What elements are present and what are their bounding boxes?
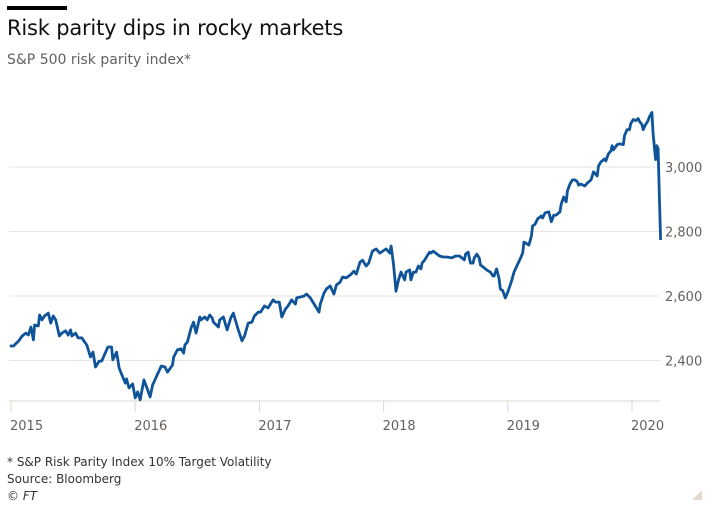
x-tick-label: 2015 <box>10 419 43 434</box>
copyright: © FT <box>7 489 38 503</box>
chart-title: Risk parity dips in rocky markets <box>7 16 344 40</box>
y-axis: 2,400 2,600 2,800 3,000 <box>665 161 702 370</box>
x-tick-label: 2019 <box>507 419 540 434</box>
resize-corner-icon <box>692 490 702 500</box>
title-accent-bar <box>7 6 67 10</box>
y-tick-label: 3,000 <box>665 161 702 176</box>
source-note: Source: Bloomberg <box>7 472 122 486</box>
x-tick-label: 2020 <box>631 419 664 434</box>
footnote: * S&P Risk Parity Index 10% Target Volat… <box>7 455 272 469</box>
chart-subtitle: S&P 500 risk parity index* <box>7 52 192 68</box>
y-tick-label: 2,400 <box>665 355 702 370</box>
x-tick-label: 2017 <box>258 419 291 434</box>
series-line <box>9 111 662 402</box>
y-tick-label: 2,800 <box>665 226 702 241</box>
x-tick-label: 2018 <box>383 419 416 434</box>
series-layer <box>9 111 662 402</box>
x-tick-label: 2016 <box>134 419 167 434</box>
y-tick-label: 2,600 <box>665 290 702 305</box>
x-axis: 2015 2016 2017 2018 2019 2020 <box>9 400 664 434</box>
gridlines <box>9 166 660 361</box>
